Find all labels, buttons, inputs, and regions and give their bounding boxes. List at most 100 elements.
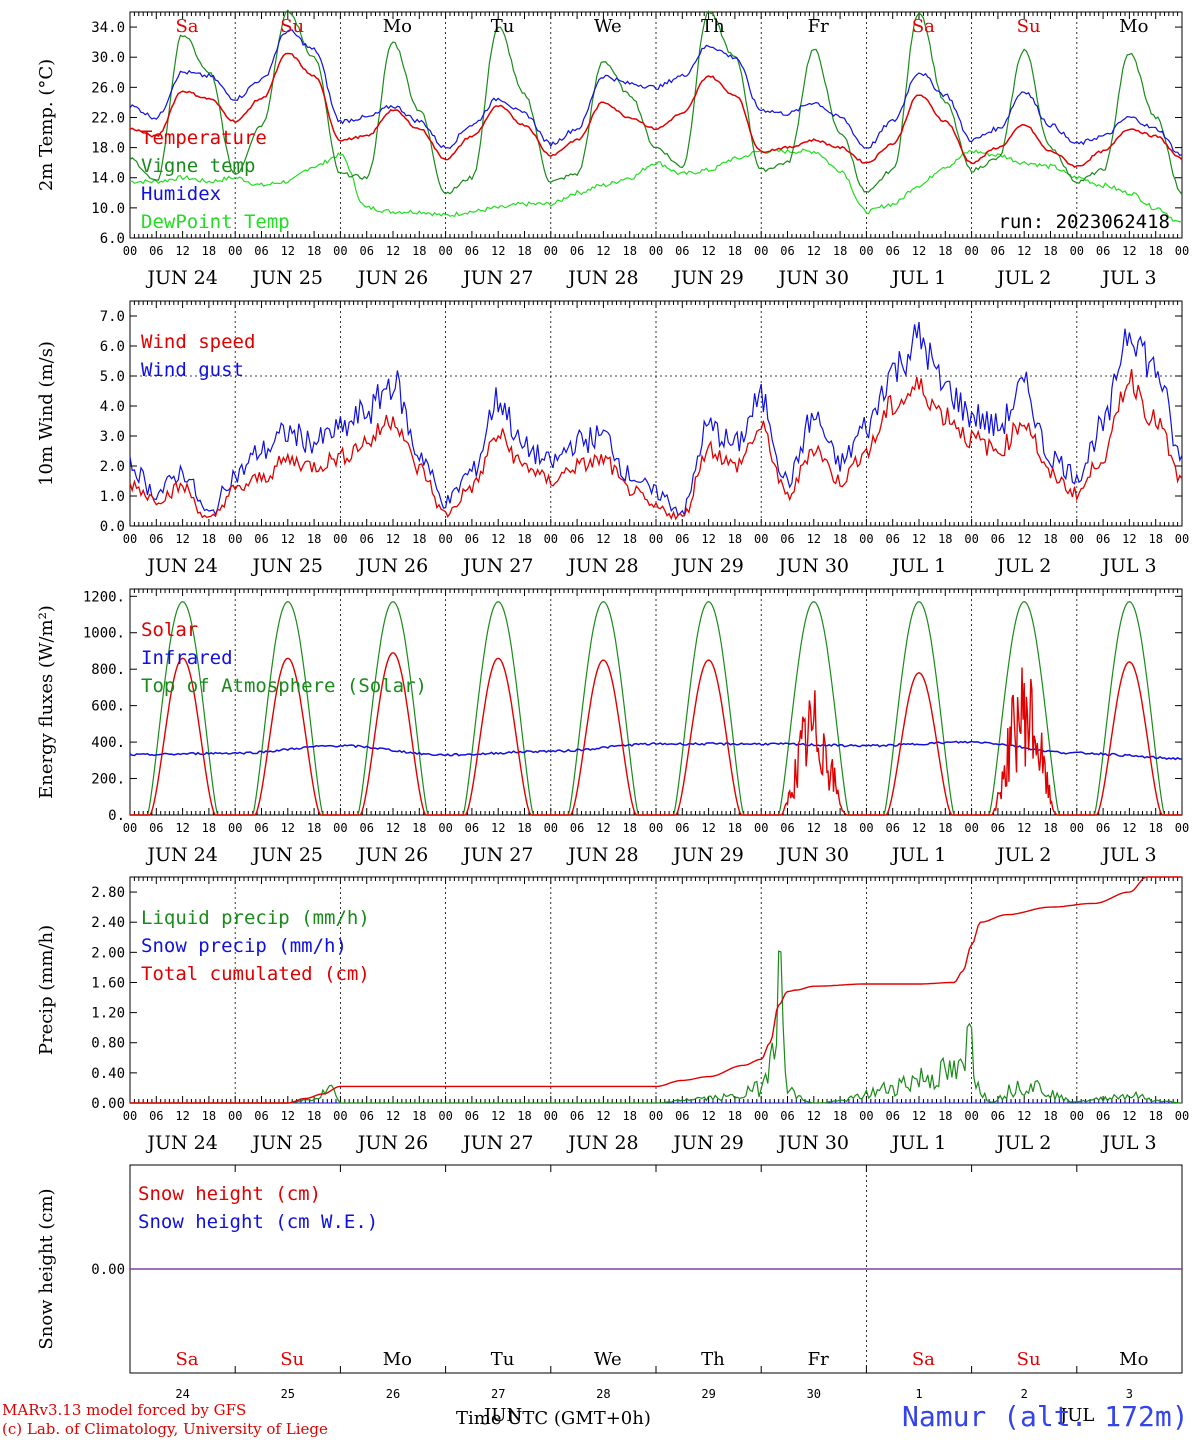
hour-tick-label: 18 [517,532,531,546]
hour-tick-label: 06 [254,244,268,258]
day-abbr-label: Mo [383,1349,412,1370]
date-label: JUN 30 [777,555,849,577]
hour-tick-label: 00 [1070,821,1084,835]
day-number-label: 2 [1021,1387,1028,1401]
y-tick-label: 0. [108,808,125,824]
hour-tick-label: 06 [570,532,584,546]
hour-tick-label: 12 [1017,244,1031,258]
hour-tick-label: 00 [649,532,663,546]
hour-tick-label: 12 [807,532,821,546]
date-label: JUL 2 [995,555,1051,577]
hour-tick-label: 00 [544,244,558,258]
legend-entry: Total cumulated (cm) [141,963,370,985]
hour-tick-label: 06 [570,821,584,835]
hour-tick-label: 18 [1043,532,1057,546]
day-number-label: 27 [491,1387,505,1401]
hour-tick-label: 12 [491,1109,505,1123]
legend-entry: Snow height (cm) [138,1183,321,1205]
panel-1: 6.0 10.0 14.0 18.0 22.0 26.0 30.0 34.0 2m Temp. … [36,9,1189,289]
hour-tick-label: 00 [859,821,873,835]
hour-tick-label: 00 [859,244,873,258]
date-label: JUN 29 [671,555,743,577]
hour-tick-label: 06 [1096,821,1110,835]
hour-tick-label: 06 [149,244,163,258]
hour-tick-label: 06 [254,1109,268,1123]
hour-tick-label: 00 [754,1109,768,1123]
date-label: JUN 28 [566,267,638,289]
date-label: JUN 24 [145,844,217,866]
day-abbr-label: Su [280,16,304,37]
hour-tick-label: 00 [228,532,242,546]
hour-tick-label: 18 [307,1109,321,1123]
y-tick-label: 6.0 [100,231,125,247]
time-axis-label: Time UTC (GMT+0h) [456,1408,651,1429]
hour-tick-label: 06 [991,1109,1005,1123]
copyright: (c) Lab. of Climatology, University of L… [2,1420,328,1438]
hour-tick-label: 18 [1148,1109,1162,1123]
date-label: JUL 3 [1100,1132,1156,1154]
hour-tick-label: 18 [307,244,321,258]
panel-3: 0. 200. 400. 600. 800. 1000. 1200. Energy fluxe… [36,588,1189,866]
day-abbr-label: Tu [491,1349,515,1370]
date-label: JUN 25 [251,1132,323,1154]
hour-tick-label: 12 [491,532,505,546]
site-label: Namur (alt. 172m) [902,1400,1189,1433]
hour-tick-label: 12 [912,1109,926,1123]
hour-tick-label: 12 [807,1109,821,1123]
day-number-label: 29 [701,1387,715,1401]
hour-tick-label: 12 [281,532,295,546]
date-label: JUL 2 [995,267,1051,289]
hour-tick-label: 18 [202,1109,216,1123]
hour-tick-label: 00 [123,1109,137,1123]
hour-tick-label: 00 [1175,821,1189,835]
hour-tick-label: 18 [202,532,216,546]
date-label: JUL 3 [1100,844,1156,866]
panel-5: 0.00 Snow height (cm) Snow height (cm) Snow… [36,1164,1183,1401]
hour-tick-label: 18 [938,532,952,546]
hour-tick-label: 00 [964,532,978,546]
hour-tick-label: 00 [438,1109,452,1123]
hour-tick-label: 06 [359,532,373,546]
hour-tick-label: 00 [1070,244,1084,258]
hour-tick-label: 12 [912,532,926,546]
day-abbr-label: Mo [383,16,412,37]
date-label: JUN 29 [671,1132,743,1154]
hour-tick-label: 00 [754,244,768,258]
month-label-jun: JUN [484,1405,523,1426]
hour-tick-label: 12 [1017,1109,1031,1123]
series-humidex [129,29,1183,157]
hour-tick-label: 00 [438,532,452,546]
date-label: JUN 26 [356,844,428,866]
hour-tick-label: 12 [386,532,400,546]
hour-tick-label: 18 [728,821,742,835]
hour-tick-label: 00 [1175,1109,1189,1123]
x-ticks [129,301,1183,526]
y-tick-label: 1200. [83,589,125,605]
y-tick-label: 7.0 [100,309,125,325]
hour-tick-label: 18 [833,532,847,546]
hour-tick-label: 18 [517,821,531,835]
hour-tick-label: 06 [149,532,163,546]
y-axis-label: Precip (mm/h) [36,925,57,1055]
series-total-cumulated-cm [130,876,1182,1104]
day-abbr-label: We [594,1349,622,1370]
hour-tick-label: 18 [412,821,426,835]
hour-tick-label: 18 [833,244,847,258]
hour-tick-label: 18 [728,244,742,258]
y-tick-label: 2.00 [91,945,125,961]
hour-tick-label: 18 [728,1109,742,1123]
hour-tick-label: 00 [649,1109,663,1123]
hour-tick-label: 18 [1148,532,1162,546]
series-dewpoint-temp [129,148,1183,223]
day-number-label: 3 [1126,1387,1133,1401]
hour-tick-label: 18 [833,821,847,835]
day-number-label: 26 [386,1387,400,1401]
hour-tick-label: 00 [544,532,558,546]
hour-tick-label: 06 [465,244,479,258]
hour-tick-label: 12 [1122,821,1136,835]
series-infrared [129,740,1183,761]
hour-tick-label: 12 [386,821,400,835]
hour-tick-label: 06 [359,244,373,258]
day-abbr-label: Th [701,16,725,37]
date-label: JUL 1 [890,555,946,577]
